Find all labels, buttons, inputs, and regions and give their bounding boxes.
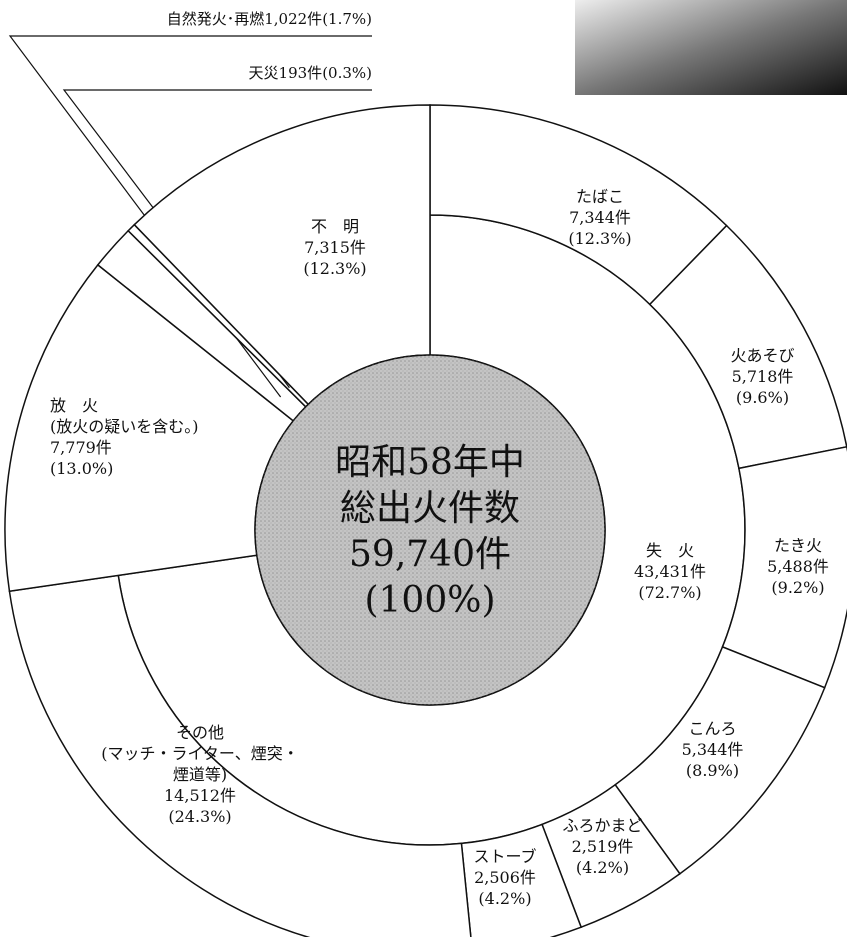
slice-name: その他 <box>175 723 224 742</box>
slice-name: 不 明 <box>310 217 359 236</box>
slice-name: ふろかまど <box>562 816 643 835</box>
center-label: 昭和58年中 総出火件数 59,740件 (100%) <box>255 440 605 624</box>
slice-name: たばこ <box>575 187 624 206</box>
sub-slice <box>8 574 472 937</box>
slice-name: たき火 <box>773 536 822 555</box>
slice-name: 放 火 <box>50 396 99 415</box>
percent-label: (72.7%) <box>638 583 702 602</box>
percent-label: (24.3%) <box>168 807 232 826</box>
percent-label: (13.0%) <box>50 459 114 478</box>
slice-label: その他 (マッチ・ライター、煙突・煙道等) 14,512件 (24.3%) <box>100 722 300 827</box>
slice-label: たばこ 7,344件 (12.3%) <box>530 186 670 249</box>
slice-label: こんろ 5,344件 (8.9%) <box>655 718 770 781</box>
slice-name: ストーブ <box>473 847 537 866</box>
callout-percent-label: (1.7%) <box>322 10 372 28</box>
slice-note: (マッチ・ライター、煙突・煙道等) <box>101 744 299 784</box>
percent-label: (9.2%) <box>771 578 825 597</box>
center-texture <box>255 355 605 705</box>
percent-label: (9.6%) <box>735 388 790 407</box>
callout-label: 天災193件(0.3%) <box>249 62 372 83</box>
center-line: 昭和58年中 <box>335 442 525 483</box>
center-total: 59,740件 <box>349 534 511 575</box>
slice-label: たき火 5,488件 (9.2%) <box>748 535 847 598</box>
value-label: 2,506件 <box>474 868 536 887</box>
value-label: 7,344件 <box>569 208 631 227</box>
center-line: 総出火件数 <box>339 488 520 529</box>
slice-label: 放 火 (放火の疑いを含む。) 7,779件 (13.0%) <box>50 395 200 479</box>
percent-label: (4.2%) <box>575 858 630 877</box>
value-label: 5,344件 <box>681 740 744 759</box>
value-label: 7,315件 <box>304 238 366 257</box>
percent-label: (4.2%) <box>478 889 532 908</box>
center-percent: (100%) <box>364 580 496 621</box>
slice-label: 火あそび 5,718件 (9.6%) <box>700 345 825 408</box>
callout-value-label: 193件 <box>278 64 323 82</box>
slice-label: ふろかまど 2,519件 (4.2%) <box>560 815 645 878</box>
slice-name: 失 火 <box>645 541 694 560</box>
slice-label: 失 火 43,431件 (72.7%) <box>615 540 725 603</box>
value-label: 7,779件 <box>50 438 112 457</box>
slice-label: ストーブ 2,506件 (4.2%) <box>455 846 555 909</box>
slice-name: 火あそび <box>730 346 795 365</box>
value-label: 43,431件 <box>634 562 706 581</box>
value-label: 5,488件 <box>767 557 829 576</box>
value-label: 5,718件 <box>731 367 794 386</box>
photo <box>575 0 847 95</box>
slice-label: 不 明 7,315件 (12.3%) <box>265 216 405 279</box>
callout-name: 自然発火･再燃 <box>166 10 265 28</box>
percent-label: (12.3%) <box>303 259 367 278</box>
callout-percent-label: (0.3%) <box>322 64 372 82</box>
slice-note: (放火の疑いを含む。) <box>50 417 199 436</box>
percent-label: (12.3%) <box>568 229 632 248</box>
callout-label: 自然発火･再燃1,022件(1.7%) <box>167 8 372 29</box>
callout-value-label: 1,022件 <box>264 10 323 28</box>
slice-name: こんろ <box>688 719 737 738</box>
callout-name: 天災 <box>248 64 279 82</box>
value-label: 2,519件 <box>571 837 634 856</box>
percent-label: (8.9%) <box>685 761 740 780</box>
value-label: 14,512件 <box>164 786 236 805</box>
